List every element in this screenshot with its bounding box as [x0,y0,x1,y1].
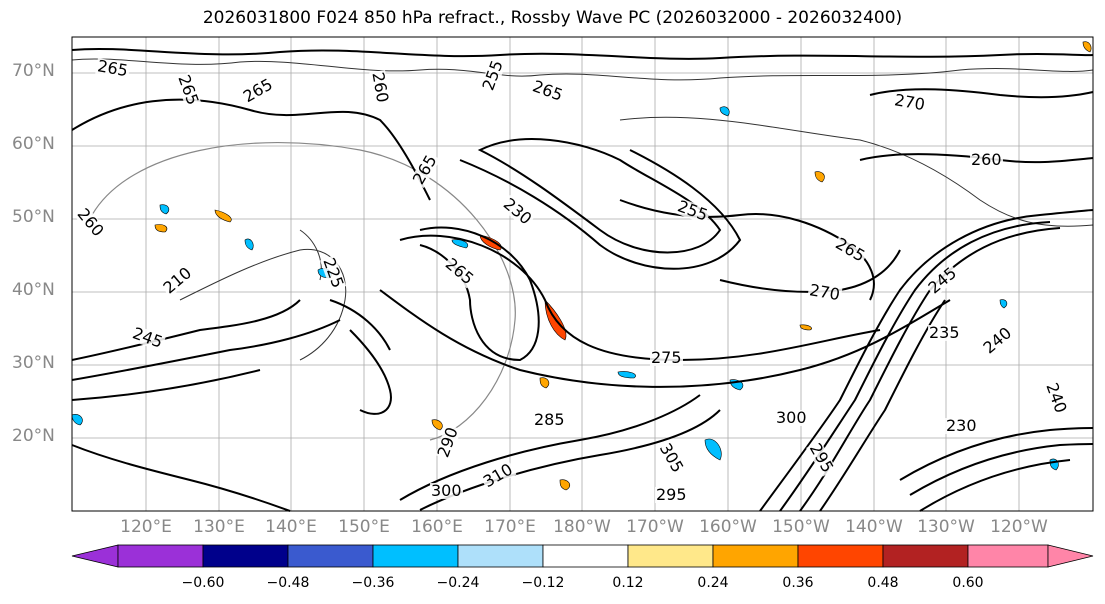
lat-label-20n: 20°N [12,426,55,446]
lat-label-50n: 50°N [12,207,55,227]
colorbar-tick: 0.60 [952,575,984,591]
colorbar-tick: 0.12 [612,575,644,591]
colorbar-tick: −0.48 [266,575,310,591]
lon-label-170w: 170°W [626,517,684,537]
lon-label-130e: 130°E [193,517,245,537]
colorbar-tick: −0.60 [181,575,225,591]
lat-label-30n: 30°N [12,353,55,373]
contour-label: 260 [970,150,1003,169]
lon-label-170e: 170°E [484,517,536,537]
lon-label-160e: 160°E [411,517,463,537]
lon-label-160w: 160°W [699,517,757,537]
graticule [72,37,1093,511]
contour-label: 295 [655,485,688,504]
lon-label-120w: 120°W [990,517,1048,537]
colorbar-extend-high [1047,544,1094,568]
lon-label-140w: 140°W [845,517,903,537]
colorbar-tick: 0.36 [782,575,814,591]
contours [71,47,1094,512]
lon-label-180w: 180°W [553,517,611,537]
lat-label-70n: 70°N [12,61,55,81]
colorbar-tick: 0.48 [867,575,899,591]
colorbar-tick: 0.24 [697,575,729,591]
contour-label: 285 [533,410,566,429]
contour-label: 230 [945,416,978,435]
contour-label: 275 [650,348,683,367]
colorbar-tick: −0.12 [521,575,565,591]
colorbar-extend-low [71,544,119,568]
wave-ray-arc [91,142,516,441]
colorbar-tick: −0.24 [436,575,480,591]
lat-label-40n: 40°N [12,280,55,300]
contour-label: 300 [430,481,463,500]
lon-label-150e: 150°E [338,517,390,537]
lon-label-120e: 120°E [120,517,172,537]
contour-label: 235 [928,323,961,342]
contour-label: 300 [775,408,808,427]
contour-label: 260 [368,70,393,105]
map-title: 2026031800 F024 850 hPa refract., Rossby… [202,8,903,28]
lat-label-60n: 60°N [12,134,55,154]
lon-label-130w: 130°W [917,517,975,537]
colorbar [71,544,1094,568]
lon-label-150w: 150°W [772,517,830,537]
lon-label-140e: 140°E [265,517,317,537]
colorbar-tick: −0.36 [351,575,395,591]
